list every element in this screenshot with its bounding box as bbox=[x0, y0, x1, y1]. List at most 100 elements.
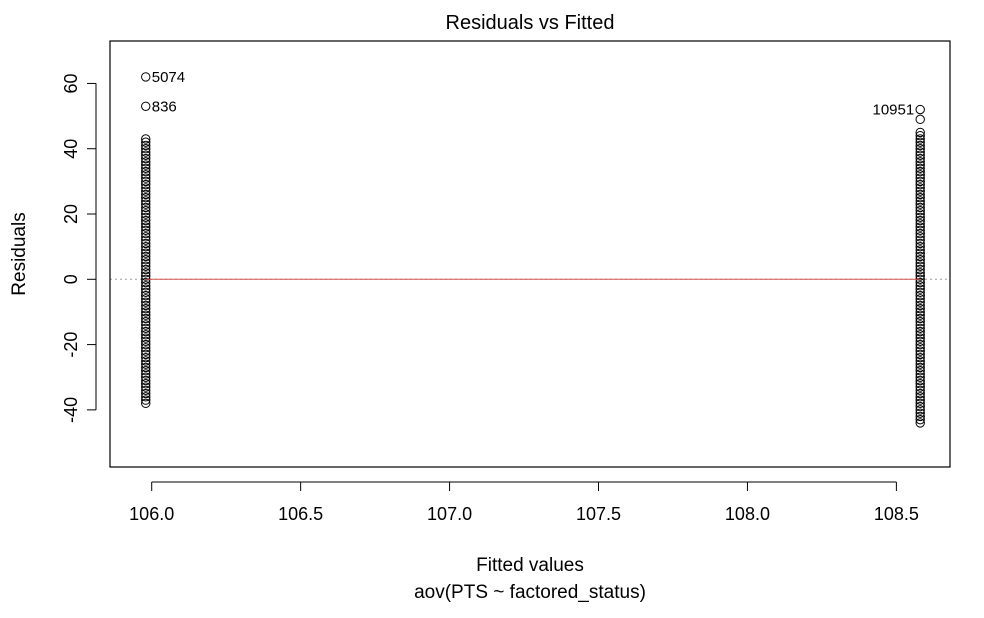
data-point bbox=[141, 359, 151, 369]
data-point bbox=[141, 307, 151, 317]
data-point bbox=[915, 264, 925, 275]
data-point bbox=[915, 362, 925, 373]
data-point bbox=[141, 206, 151, 216]
data-point bbox=[915, 189, 925, 200]
data-point bbox=[915, 206, 925, 216]
data-point bbox=[915, 392, 925, 402]
data-point bbox=[915, 127, 925, 138]
data-point bbox=[141, 248, 151, 258]
data-point bbox=[141, 173, 151, 183]
data-point bbox=[141, 245, 151, 255]
data-point bbox=[915, 320, 925, 330]
chart-subtitle: aov(PTS ~ factored_status) bbox=[414, 582, 646, 603]
data-point bbox=[141, 147, 151, 157]
data-point bbox=[915, 225, 925, 236]
data-point bbox=[141, 300, 151, 311]
data-point bbox=[141, 235, 151, 245]
data-point bbox=[141, 326, 151, 337]
data-point bbox=[915, 339, 925, 350]
data-point bbox=[141, 284, 151, 294]
outlier-label: 836 bbox=[152, 98, 177, 115]
plot-frame bbox=[109, 40, 951, 468]
data-point bbox=[141, 346, 151, 356]
data-point bbox=[915, 284, 925, 294]
outlier-label: 10951 bbox=[872, 102, 914, 119]
data-point bbox=[915, 401, 925, 412]
x-tick-label: 108.5 bbox=[874, 504, 919, 524]
data-point bbox=[915, 170, 925, 180]
data-point bbox=[915, 219, 925, 229]
data-point bbox=[141, 362, 151, 373]
data-point bbox=[915, 290, 925, 301]
data-point bbox=[141, 238, 151, 249]
data-point bbox=[141, 255, 151, 265]
data-point bbox=[141, 202, 151, 213]
data-point bbox=[915, 147, 925, 157]
data-point bbox=[141, 294, 151, 304]
data-point bbox=[141, 281, 151, 291]
data-point bbox=[915, 202, 925, 213]
data-point bbox=[141, 303, 151, 314]
x-tick-label: 106.0 bbox=[129, 504, 174, 524]
data-point bbox=[141, 219, 151, 229]
data-point bbox=[915, 336, 925, 347]
data-point bbox=[915, 330, 925, 340]
data-point bbox=[915, 379, 925, 389]
y-tick-label: 40 bbox=[61, 139, 81, 159]
data-point bbox=[915, 192, 925, 203]
x-tick-label: 107.5 bbox=[576, 504, 621, 524]
data-point bbox=[141, 232, 151, 242]
data-point bbox=[141, 153, 151, 164]
data-point bbox=[141, 134, 151, 144]
data-point bbox=[915, 271, 925, 281]
data-point bbox=[141, 150, 151, 160]
outlier-point bbox=[915, 104, 925, 115]
data-point bbox=[915, 405, 925, 415]
data-point bbox=[141, 157, 151, 167]
data-point bbox=[915, 294, 925, 304]
y-tick-label: -20 bbox=[61, 332, 81, 358]
data-point bbox=[915, 287, 925, 298]
data-point bbox=[141, 320, 151, 330]
data-point bbox=[915, 349, 925, 360]
data-point bbox=[915, 258, 925, 268]
data-point bbox=[141, 186, 151, 196]
data-point bbox=[141, 333, 151, 343]
data-point bbox=[915, 343, 925, 353]
data-point bbox=[141, 258, 151, 268]
data-point bbox=[915, 199, 925, 209]
data-point bbox=[141, 251, 151, 262]
data-point bbox=[915, 310, 925, 320]
data-point bbox=[915, 186, 925, 196]
plot-area: 5074 836 10951 bbox=[110, 69, 950, 428]
data-point bbox=[141, 166, 151, 177]
data-point bbox=[141, 271, 151, 281]
outlier-label: 5074 bbox=[152, 69, 185, 86]
data-point bbox=[915, 209, 925, 219]
data-point bbox=[915, 176, 925, 187]
data-point bbox=[141, 336, 151, 347]
y-tick-label: -40 bbox=[61, 397, 81, 423]
data-point bbox=[915, 160, 925, 170]
data-point bbox=[915, 333, 925, 343]
data-point bbox=[141, 369, 151, 379]
outlier-point bbox=[141, 72, 151, 82]
y-tick-label: 20 bbox=[61, 204, 81, 224]
data-point bbox=[141, 228, 151, 239]
data-point bbox=[141, 192, 151, 203]
data-point bbox=[915, 222, 925, 232]
data-point bbox=[141, 343, 151, 353]
data-point bbox=[141, 379, 151, 389]
data-point bbox=[915, 356, 925, 366]
data-point bbox=[915, 385, 925, 395]
data-point bbox=[141, 189, 151, 200]
outlier-point bbox=[915, 114, 925, 125]
data-point bbox=[915, 395, 925, 405]
data-point bbox=[141, 137, 151, 147]
data-point bbox=[915, 137, 925, 147]
data-point bbox=[915, 303, 925, 314]
data-point bbox=[915, 235, 925, 245]
x-tick-label: 106.5 bbox=[278, 504, 323, 524]
data-point bbox=[915, 144, 925, 154]
